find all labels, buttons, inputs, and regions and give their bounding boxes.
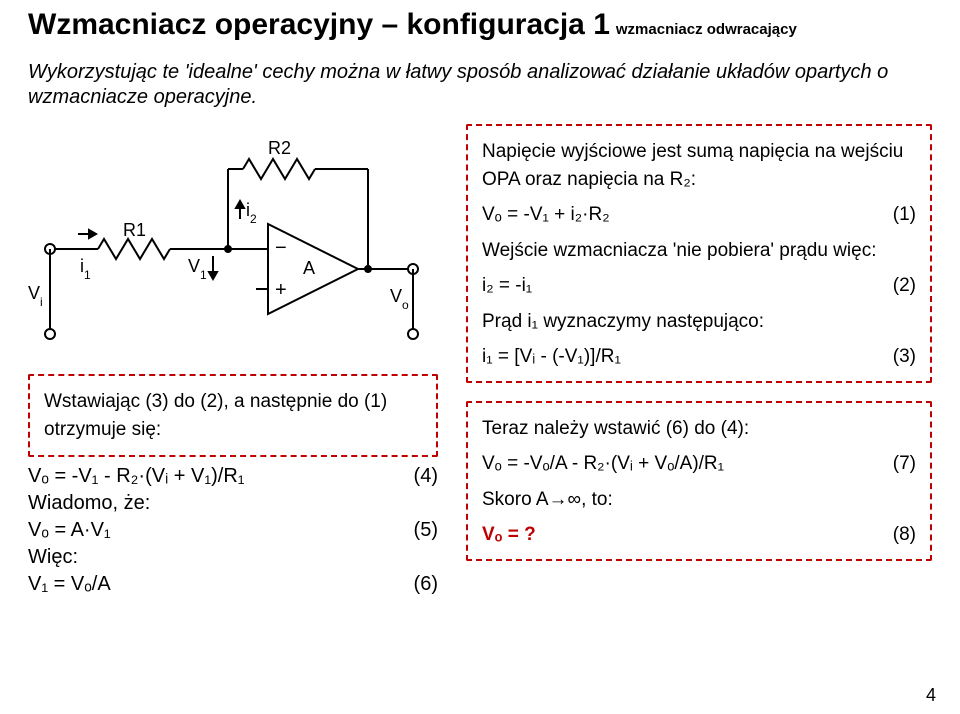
eq-3-num: (3)	[881, 343, 916, 371]
label-vo: Vo	[390, 286, 409, 312]
left-dashed-box: Wstawiając (3) do (2), a następnie do (1…	[28, 374, 438, 457]
right-dashed-box-1: Napięcie wyjściowe jest sumą napięcia na…	[466, 124, 932, 383]
label-r2: R2	[268, 138, 291, 158]
eq-5-num: (5)	[402, 519, 438, 542]
right-column: Napięcie wyjściowe jest sumą napięcia na…	[466, 124, 932, 600]
eq-7-lhs: Vₒ = -Vₒ/A - R₂·(Vᵢ + Vₒ/A)/R₁	[482, 450, 724, 478]
label-r1: R1	[123, 220, 146, 240]
eq-3: i₁ = [Vᵢ - (-V₁)]/R₁ (3)	[482, 343, 916, 371]
rb1-line3: Prąd i₁ wyznaczymy następująco:	[482, 308, 916, 336]
eq-2: i₂ = -i₁ (2)	[482, 272, 916, 300]
eq-6-lhs: V₁ = Vₒ/A	[28, 573, 111, 596]
hence: Więc:	[28, 546, 438, 569]
eq-2-lhs: i₂ = -i₁	[482, 272, 532, 300]
intro-text: Wykorzystując te 'idealne' cechy można w…	[28, 60, 932, 110]
left-equations: Vₒ = -V₁ - R₂·(Vᵢ + V₁)/R₁ (4) Wiadomo, …	[28, 465, 438, 596]
label-i1: i1	[80, 256, 91, 282]
opamp-minus: −	[275, 237, 287, 259]
eq-2-num: (2)	[881, 272, 916, 300]
eq-8-lhs: Vₒ = ?	[482, 521, 536, 549]
label-v1: V1	[188, 256, 207, 282]
eq-1-num: (1)	[881, 201, 916, 229]
opamp-plus: +	[275, 279, 287, 301]
eq-6: V₁ = Vₒ/A (6)	[28, 573, 438, 596]
rb1-line1: Napięcie wyjściowe jest sumą napięcia na…	[482, 138, 916, 193]
eq-5: Vₒ = A·V₁ (5)	[28, 519, 438, 542]
known-that: Wiadomo, że:	[28, 492, 438, 515]
eq-1: Vₒ = -V₁ + i₂·R₂ (1)	[482, 201, 916, 229]
eq-5-lhs: Vₒ = A·V₁	[28, 519, 111, 542]
eq-8-num: (8)	[881, 521, 916, 549]
title-main: Wzmacniacz operacyjny – konfiguracja 1	[28, 8, 610, 42]
rb2-line2: Skoro A→∞, to:	[482, 486, 916, 514]
label-a: A	[303, 258, 315, 278]
circuit-diagram: R1 R2 i1 i2 V1 Vi Vo A − +	[28, 124, 438, 374]
label-i2: i2	[246, 200, 257, 226]
eq-1-lhs: Vₒ = -V₁ + i₂·R₂	[482, 201, 610, 229]
title-sub: wzmacniacz odwracający	[616, 21, 797, 38]
eq-4-lhs: Vₒ = -V₁ - R₂·(Vᵢ + V₁)/R₁	[28, 465, 245, 488]
page-number: 4	[926, 685, 936, 706]
slide-page: Wzmacniacz operacyjny – konfiguracja 1 w…	[0, 0, 960, 714]
eq-4-num: (4)	[402, 465, 438, 488]
rb2-line1: Teraz należy wstawić (6) do (4):	[482, 415, 916, 443]
content-columns: R1 R2 i1 i2 V1 Vi Vo A − + Wstawiając (3…	[28, 124, 932, 600]
eq-7-num: (7)	[881, 450, 916, 478]
title-row: Wzmacniacz operacyjny – konfiguracja 1 w…	[28, 8, 932, 42]
eq-7: Vₒ = -Vₒ/A - R₂·(Vᵢ + Vₒ/A)/R₁ (7)	[482, 450, 916, 478]
right-dashed-box-2: Teraz należy wstawić (6) do (4): Vₒ = -V…	[466, 401, 932, 561]
left-box-text: Wstawiając (3) do (2), a następnie do (1…	[44, 388, 422, 443]
eq-8: Vₒ = ? (8)	[482, 521, 916, 549]
eq-6-num: (6)	[402, 573, 438, 596]
eq-4: Vₒ = -V₁ - R₂·(Vᵢ + V₁)/R₁ (4)	[28, 465, 438, 488]
label-vi: Vi	[28, 283, 43, 309]
rb1-line2: Wejście wzmacniacza 'nie pobiera' prądu …	[482, 237, 916, 265]
left-column: R1 R2 i1 i2 V1 Vi Vo A − + Wstawiając (3…	[28, 124, 438, 600]
eq-3-lhs: i₁ = [Vᵢ - (-V₁)]/R₁	[482, 343, 621, 371]
